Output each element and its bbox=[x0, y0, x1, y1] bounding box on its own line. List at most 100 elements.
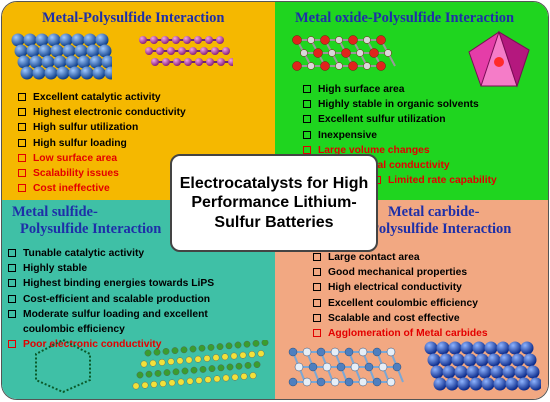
metal-atom-sphere bbox=[47, 33, 61, 47]
chain-atom bbox=[184, 58, 192, 66]
oxide-atom bbox=[307, 62, 315, 70]
sulfide-atom bbox=[253, 361, 261, 368]
sulfide-atom bbox=[162, 347, 170, 355]
metal-atom-sphere bbox=[53, 55, 67, 69]
carbide-metal-sphere bbox=[457, 377, 471, 391]
oxide-atom bbox=[313, 48, 323, 58]
carbide-atom bbox=[322, 362, 332, 372]
sulfide-atom bbox=[171, 347, 179, 355]
chain-atom bbox=[178, 47, 186, 55]
carbide-metal-sphere bbox=[481, 377, 495, 391]
metal-carbide-title-line1: Metal carbide- bbox=[388, 204, 480, 220]
hexagon-outline bbox=[35, 338, 91, 394]
chain-atom bbox=[228, 58, 233, 66]
sulfide-atom bbox=[172, 368, 180, 376]
metal-sphere-lattice-illustration bbox=[11, 33, 112, 80]
sulfide-atom bbox=[176, 357, 184, 365]
carbide-metal-sphere bbox=[517, 377, 531, 391]
metal-atom-sphere bbox=[71, 33, 85, 47]
metal-oxide-polysulfide-title: Metal oxide-Polysulfide Interaction bbox=[295, 10, 515, 26]
metal-atom-chain-illustration bbox=[139, 36, 233, 66]
oxide-atom bbox=[356, 49, 364, 57]
oxide-atom bbox=[341, 48, 351, 58]
metal-atom-sphere bbox=[59, 33, 73, 47]
chain-atom bbox=[217, 58, 225, 66]
chain-atom bbox=[172, 36, 180, 44]
sulfide-atom bbox=[225, 342, 233, 350]
metal-atom-sphere bbox=[95, 33, 109, 47]
sulfide-atom bbox=[198, 344, 206, 352]
oxide-atom bbox=[348, 61, 358, 71]
metal-atom-sphere bbox=[89, 55, 103, 69]
sulfide-atom bbox=[231, 373, 239, 381]
sulfide-atom bbox=[194, 355, 202, 363]
carbide-metal-sphere bbox=[493, 377, 507, 391]
carbide-metal-sphere bbox=[499, 353, 513, 367]
sulfide-atom bbox=[145, 370, 153, 378]
metal-atom-sphere bbox=[62, 44, 76, 58]
sulfide-atom bbox=[199, 365, 207, 373]
chain-atom bbox=[211, 47, 219, 55]
sulfide-atom bbox=[212, 354, 220, 362]
chain-atom bbox=[161, 36, 169, 44]
metal-carbide-polysulfide-list: Large contact area Good mechanical proper… bbox=[313, 250, 488, 341]
metal-atom-sphere bbox=[74, 44, 88, 58]
sulfide-atom bbox=[213, 375, 221, 383]
advantage-item: Highly stable in organic solvents bbox=[303, 97, 497, 112]
chain-atom bbox=[189, 47, 197, 55]
sulfide-atom bbox=[216, 343, 224, 350]
carbide-metal-sphere bbox=[523, 353, 537, 367]
sulfide-atom bbox=[243, 340, 251, 348]
carbide-metal-sphere bbox=[460, 341, 474, 355]
drawback-item: Limited rate capability bbox=[373, 173, 497, 188]
sulfide-atom bbox=[158, 358, 166, 366]
advantage-item: Highest binding energies towards LiPS bbox=[8, 276, 214, 291]
metal-atom-sphere bbox=[65, 55, 79, 69]
oxide-center-atom bbox=[494, 57, 504, 67]
carbide-metal-sphere bbox=[529, 377, 541, 391]
metal-sulfide-title-line2: Polysulfide Interaction bbox=[20, 221, 162, 237]
carbide-atom bbox=[336, 362, 346, 372]
advantage-item: High surface area bbox=[303, 82, 497, 97]
advantage-item: Cost-efficient and scalable production bbox=[8, 292, 214, 307]
carbide-metal-sphere bbox=[520, 341, 534, 355]
carbide-metal-sphere bbox=[475, 353, 489, 367]
sulfide-atom bbox=[150, 381, 158, 388]
oxide-atom bbox=[369, 48, 379, 58]
drawback-item: Poor electronic conductivity bbox=[8, 337, 214, 352]
carbide-metal-sphere bbox=[487, 353, 501, 367]
carbide-metal-sphere bbox=[472, 341, 486, 355]
sulfide-atom bbox=[195, 377, 203, 384]
sulfide-atom bbox=[261, 340, 269, 346]
advantage-item: Highest electronic conductivity bbox=[18, 105, 186, 120]
carbide-metal-sphere bbox=[496, 341, 510, 355]
metal-atom-sphere bbox=[38, 44, 52, 58]
carbide-ball-stick-illustration bbox=[288, 347, 404, 387]
sulfide-atom bbox=[149, 359, 157, 367]
chain-atom bbox=[139, 36, 147, 44]
sulfide-atom bbox=[208, 365, 216, 372]
sulfide-atom bbox=[159, 380, 167, 387]
advantage-item: High sulfur utilization bbox=[18, 120, 186, 135]
sulfide-atom bbox=[180, 346, 188, 354]
chain-atom bbox=[167, 47, 175, 55]
metal-atom-sphere bbox=[17, 55, 31, 69]
sulfide-atom bbox=[185, 356, 193, 364]
metal-oxide-octahedra-illustration bbox=[468, 30, 530, 88]
sulfide-atom bbox=[167, 358, 175, 365]
drawback-item: Scalability issues bbox=[18, 166, 186, 181]
oxide-atom bbox=[320, 61, 330, 71]
chain-atom bbox=[194, 36, 202, 44]
sulfide-layered-lattice-illustration bbox=[132, 340, 269, 390]
metal-polysulfide-title: Metal-Polysulfide Interaction bbox=[42, 10, 225, 26]
metal-atom-sphere bbox=[26, 44, 40, 58]
advantage-item: Large contact area bbox=[313, 250, 488, 265]
sulfide-atom bbox=[234, 341, 242, 349]
sulfide-atom bbox=[186, 377, 194, 385]
carbide-atom bbox=[316, 377, 326, 387]
carbide-metal-sphere bbox=[469, 377, 483, 391]
sulfide-atom bbox=[181, 367, 189, 375]
metal-atom-sphere bbox=[86, 44, 100, 58]
sulfide-hexagon-outline-illustration bbox=[35, 338, 91, 394]
